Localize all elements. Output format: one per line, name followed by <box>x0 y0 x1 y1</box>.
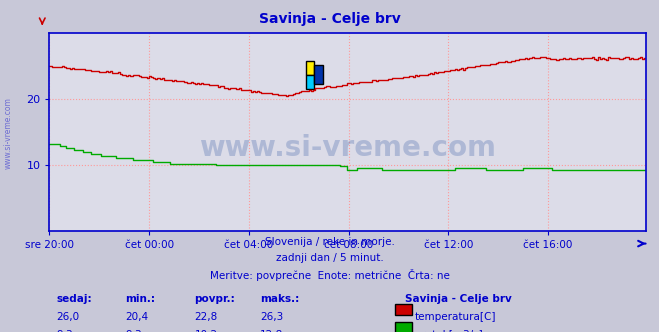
Text: 9,3: 9,3 <box>56 330 72 332</box>
FancyBboxPatch shape <box>306 75 314 89</box>
Text: min.:: min.: <box>125 294 156 304</box>
FancyBboxPatch shape <box>306 61 314 75</box>
Text: Meritve: povprečne  Enote: metrične  Črta: ne: Meritve: povprečne Enote: metrične Črta:… <box>210 269 449 281</box>
FancyBboxPatch shape <box>314 65 322 84</box>
Text: www.si-vreme.com: www.si-vreme.com <box>3 97 13 169</box>
Text: 22,8: 22,8 <box>194 312 217 322</box>
Text: povpr.:: povpr.: <box>194 294 235 304</box>
Text: www.si-vreme.com: www.si-vreme.com <box>199 134 496 162</box>
Text: maks.:: maks.: <box>260 294 300 304</box>
Text: 10,2: 10,2 <box>194 330 217 332</box>
Text: Slovenija / reke in morje.: Slovenija / reke in morje. <box>264 237 395 247</box>
Text: temperatura[C]: temperatura[C] <box>415 312 497 322</box>
Text: zadnji dan / 5 minut.: zadnji dan / 5 minut. <box>275 253 384 263</box>
Text: 26,3: 26,3 <box>260 312 283 322</box>
Text: pretok[m3/s]: pretok[m3/s] <box>415 330 483 332</box>
Text: 26,0: 26,0 <box>56 312 79 322</box>
Text: 20,4: 20,4 <box>125 312 148 322</box>
Text: Savinja - Celje brv: Savinja - Celje brv <box>405 294 512 304</box>
Text: sedaj:: sedaj: <box>56 294 92 304</box>
Text: Savinja - Celje brv: Savinja - Celje brv <box>258 12 401 26</box>
Text: 9,3: 9,3 <box>125 330 142 332</box>
Text: 12,8: 12,8 <box>260 330 283 332</box>
